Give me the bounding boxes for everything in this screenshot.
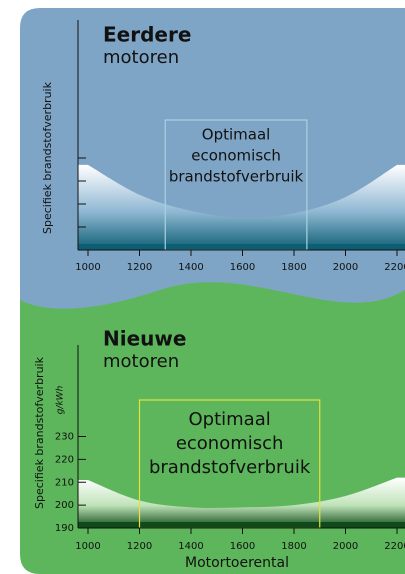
y-unit: g/kWh (56, 385, 66, 414)
optimal-label: economisch (176, 433, 284, 454)
fuel-curve-area (78, 477, 405, 528)
panel-subtitle: motoren (103, 351, 179, 372)
y-axis-label: Specifiek brandstofverbruik (41, 81, 54, 234)
x-tick-label: 2000 (333, 541, 358, 552)
optimal-label: Optimaal (202, 126, 271, 144)
panel-title: Eerdere (103, 23, 191, 47)
optimal-label: brandstofverbruik (149, 457, 311, 478)
x-tick-label: 1400 (178, 541, 203, 552)
x-tick-label: 2200 (384, 262, 405, 273)
y-tick-label: 230 (55, 432, 74, 443)
y-tick-label: 210 (55, 477, 74, 488)
optimal-label: economisch (191, 147, 281, 165)
y-axis-label: Specifiek brandstofverbruik (33, 356, 46, 509)
y-tick-label: 220 (55, 454, 74, 465)
x-tick-label: 1800 (281, 262, 306, 273)
x-tick-label: 1800 (281, 541, 306, 552)
optimal-label: Optimaal (189, 409, 271, 430)
x-axis-label: Motortoerental (185, 555, 289, 571)
panel-subtitle: motoren (103, 47, 179, 68)
x-tick-label: 1000 (75, 262, 100, 273)
x-tick-label: 1200 (127, 541, 152, 552)
x-tick-label: 1400 (178, 262, 203, 273)
x-tick-label: 1600 (230, 262, 255, 273)
optimal-label: brandstofverbruik (169, 168, 304, 186)
x-tick-label: 1000 (75, 541, 100, 552)
y-tick-label: 200 (55, 500, 74, 511)
panel-title: Nieuwe (103, 327, 186, 351)
x-tick-label: 2200 (384, 541, 405, 552)
x-tick-label: 1600 (230, 541, 255, 552)
fuel-curve-area (78, 164, 405, 250)
y-tick-label: 190 (55, 523, 74, 534)
x-tick-label: 2000 (333, 262, 358, 273)
x-tick-label: 1200 (127, 262, 152, 273)
